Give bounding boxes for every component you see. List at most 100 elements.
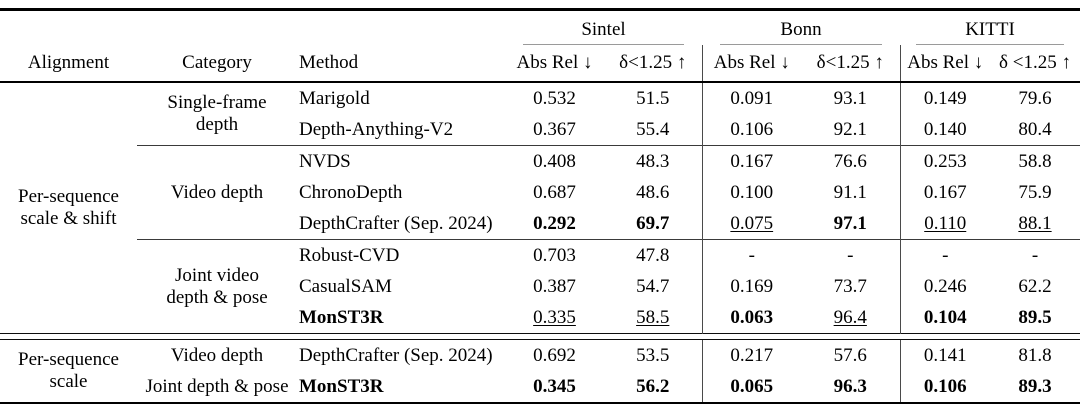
- metric-value: 0.692: [533, 344, 576, 366]
- metric-value: 0.169: [730, 275, 774, 297]
- value-cell: 81.8: [990, 340, 1080, 372]
- category-line: Joint video: [175, 264, 259, 286]
- value-cell: 0.335: [505, 302, 604, 334]
- metric-value: 0.345: [533, 375, 576, 397]
- value-cell: 0.687: [505, 177, 604, 208]
- divider-cell: [505, 333, 604, 340]
- value-cell: 0.253: [899, 145, 990, 177]
- value-cell: 47.8: [604, 239, 702, 271]
- value-cell: 0.387: [505, 271, 604, 302]
- value-cell: 79.6: [990, 82, 1080, 114]
- table-row: DepthCrafter (Sep. 2024) 0.292 69.7 0.075 97…: [0, 208, 1080, 240]
- metric-value: 0.687: [533, 181, 576, 203]
- metric-value: 0.292: [533, 212, 576, 234]
- value-cell: 91.1: [801, 177, 900, 208]
- table-row: Video depth NVDS 0.408 48.3 0.167 76.6 0.253 58…: [0, 145, 1080, 240]
- category-line: Video depth: [170, 181, 264, 203]
- header-group-bonn: Bonn: [702, 10, 900, 45]
- method-cell: Marigold: [299, 87, 370, 109]
- group-underline: [916, 44, 1064, 45]
- metric-value: 0.167: [923, 181, 967, 203]
- alignment-line: Per-sequence: [18, 349, 119, 371]
- value-cell: 48.3: [604, 145, 702, 177]
- metric-value: 0.167: [730, 150, 774, 172]
- metric-value: 58.5: [636, 306, 670, 328]
- metric-value: 0.408: [533, 150, 576, 172]
- value-cell: 0.532: [505, 82, 604, 114]
- value-cell: 89.3: [990, 371, 1080, 403]
- group-name: Sintel: [581, 19, 626, 41]
- value-cell: 0.408: [505, 145, 604, 177]
- header-bonn-delta: δ<1.25 ↑: [801, 45, 900, 83]
- metric-value: 73.7: [833, 275, 867, 297]
- metric-value: 57.6: [833, 344, 867, 366]
- value-cell: 54.7: [604, 271, 702, 302]
- metric-value: 0.335: [533, 306, 576, 328]
- metric-value: 0.253: [923, 150, 967, 172]
- value-cell: 0.149: [899, 82, 990, 114]
- value-cell: 92.1: [801, 114, 900, 146]
- metric-value: 0.387: [533, 275, 576, 297]
- alignment-line: scale & shift: [20, 208, 117, 229]
- metric-value: 0.091: [730, 87, 774, 109]
- method-cell: MonST3R: [299, 306, 384, 328]
- metric-value: -: [847, 244, 854, 266]
- metric-value: 0.532: [533, 87, 576, 109]
- value-cell: -: [990, 239, 1080, 271]
- category-cell: Single-frame depth: [137, 82, 297, 146]
- metric-value: 80.4: [1018, 118, 1052, 140]
- value-cell: 0.104: [899, 302, 990, 334]
- header-method: Method: [297, 45, 505, 83]
- value-cell: 97.1: [801, 208, 900, 240]
- metric-value: 51.5: [636, 87, 670, 109]
- metric-value: 0.106: [923, 375, 967, 397]
- header-kitti-absrel: Abs Rel ↓: [899, 45, 990, 83]
- divider-cell: [801, 333, 900, 340]
- value-cell: 0.065: [701, 371, 801, 403]
- value-cell: 88.1: [990, 208, 1080, 240]
- table-row: ChronoDepth 0.687 48.6 0.100 91.1 0.167 75.9: [0, 177, 1080, 208]
- group-underline: [719, 44, 883, 45]
- table-row: Per-sequence scale Video depth DepthCrafter…: [0, 339, 1080, 392]
- table-row: Per-sequence scale & shift Single-frame dep…: [0, 82, 1080, 229]
- value-cell: 0.246: [899, 271, 990, 302]
- category-cell: Video depth: [137, 145, 297, 240]
- metric-value: 55.4: [636, 118, 670, 140]
- header-sintel-delta: δ<1.25 ↑: [604, 45, 702, 83]
- value-cell: 0.091: [701, 82, 801, 114]
- divider-cell: [702, 333, 801, 340]
- paper-table-figure: Sintel Bonn KITTI Alignment Category Met…: [0, 8, 1080, 404]
- metric-value: 69.7: [636, 212, 670, 234]
- value-cell: 89.5: [990, 302, 1080, 334]
- corner-spacer: [0, 10, 505, 46]
- table-row: Depth-Anything-V2 0.367 55.4 0.106 92.1 0.140…: [0, 114, 1080, 146]
- value-cell: 0.169: [701, 271, 801, 302]
- header-alignment: Alignment: [0, 45, 137, 83]
- value-cell: 0.110: [899, 208, 990, 240]
- method-cell: DepthCrafter (Sep. 2024): [299, 344, 493, 366]
- metric-value: 0.065: [730, 375, 774, 397]
- metric-value: 0.104: [923, 306, 967, 328]
- value-cell: 80.4: [990, 114, 1080, 146]
- category-line: Joint depth & pose: [145, 375, 289, 397]
- value-cell: 0.292: [505, 208, 604, 240]
- group-name: Bonn: [780, 19, 822, 41]
- header-group-kitti: KITTI: [900, 10, 1080, 45]
- value-cell: -: [899, 239, 990, 271]
- header-group-sintel: Sintel: [505, 10, 702, 45]
- metric-value: 0.063: [730, 306, 774, 328]
- value-cell: 51.5: [604, 82, 702, 114]
- value-cell: -: [701, 239, 801, 271]
- metric-value: 53.5: [636, 344, 670, 366]
- metric-value: -: [748, 244, 755, 266]
- divider-cell: [297, 333, 505, 340]
- value-cell: 93.1: [801, 82, 900, 114]
- metric-value: 97.1: [833, 212, 867, 234]
- metric-value: 92.1: [833, 118, 867, 140]
- header-bonn-absrel: Abs Rel ↓: [701, 45, 801, 83]
- metric-value: 58.8: [1018, 150, 1052, 172]
- value-cell: -: [801, 239, 900, 271]
- value-cell: 73.7: [801, 271, 900, 302]
- value-cell: 58.5: [604, 302, 702, 334]
- metric-value: 0.141: [923, 344, 967, 366]
